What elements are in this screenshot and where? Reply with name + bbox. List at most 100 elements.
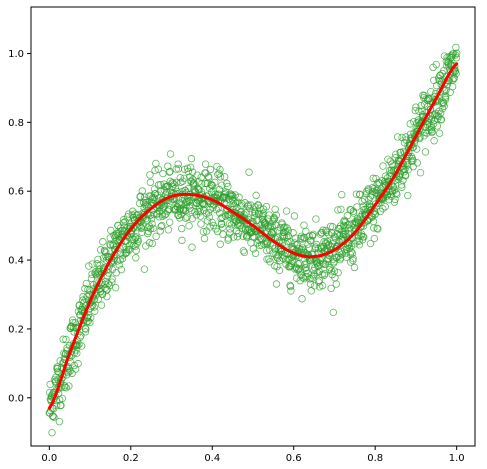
scatter-point [316,260,324,268]
x-tick-label: 0.2 [123,453,139,464]
scatter-point [91,307,99,315]
scatter-point [118,227,126,235]
scatter-point [244,201,252,209]
scatter-point [120,215,128,224]
scatter-point [373,224,381,232]
scatter-point [323,255,332,264]
scatter-point [211,178,219,187]
scatter-point [146,224,155,233]
scatter-point [49,412,57,420]
scatter-point [342,230,350,238]
x-tick-label: 0.4 [204,453,220,464]
scatter-point [369,174,377,183]
scatter-point [123,248,131,256]
scatter-point [188,214,196,223]
scatter-point [366,239,375,248]
scatter-point [374,225,382,233]
scatter-point [282,207,291,215]
y-tick-label: 1.0 [8,49,24,60]
scatter-point [344,230,352,238]
scatter-point [228,191,236,199]
scatter-point [437,115,446,124]
x-axis: 0.0 0.2 0.4 0.6 0.8 1.0 [41,446,465,464]
scatter-point [149,224,157,233]
scatter-point [117,265,126,274]
y-tick-label: 0.6 [8,187,24,198]
scatter-point [404,191,412,200]
scatter-point [432,60,440,69]
scatter-point [150,185,159,193]
scatter-point [413,145,421,153]
scatter-point [204,209,213,217]
scatter-point [442,92,450,100]
scatter-point [299,246,308,254]
scatter-point [284,227,292,235]
scatter-point [46,380,54,389]
scatter-point [358,197,366,206]
scatter-point [59,335,67,343]
scatter-point [158,221,166,230]
scatter-point [148,220,156,228]
scatter-point [351,240,359,248]
scatter-point [345,220,353,228]
scatter-point [338,190,346,199]
scatter-point [108,278,116,286]
scatter-point [387,166,396,174]
scatter-point [348,249,357,258]
scatter-point [77,342,86,350]
scatter-point [355,237,363,246]
scatter-point [103,286,111,294]
scatter-point [266,258,274,266]
scatter-point [74,359,82,368]
scatter-point [233,233,242,241]
scatter-point [352,218,360,227]
scatter-point [224,182,232,191]
scatter-point [379,204,387,213]
scatter-point [214,170,222,179]
scatter-point [166,218,174,227]
scatter-point [215,185,224,194]
scatter-point [163,207,172,215]
scatter-point [287,287,295,295]
scatter-point [50,413,58,421]
scatter-point [329,308,337,317]
scatter-point [343,211,352,220]
scatter-point [223,179,231,188]
scatter-point [264,222,273,230]
y-tick-label: 0.8 [8,118,24,129]
scatter-point [293,241,302,249]
scatter-point [229,233,238,241]
scatter-point [99,238,107,246]
scatter-point [286,281,294,290]
scatter-point [96,288,105,296]
scatter-point [220,173,229,181]
scatter-point [218,181,226,189]
scatter-point [309,230,317,238]
scatter-point [237,207,246,216]
scatter-point [286,238,294,246]
scatter-point [188,243,196,251]
scatter-point [312,240,321,249]
scatter-point [185,222,193,230]
scatter-point [452,49,461,57]
scatter-point [117,249,125,257]
y-tick-label: 0.2 [8,324,24,335]
scatter-point [146,171,154,179]
scatter-point [251,249,260,258]
scatter-point [196,200,204,208]
scatter-point [94,295,102,303]
scatter-point [173,178,181,187]
scatter-point [66,367,74,375]
scatter-point [166,150,175,158]
scatter-point [235,193,243,201]
scatter-point [238,224,246,232]
fit-line-series [47,62,459,410]
scatter-point [178,236,186,245]
scatter-point [147,215,156,223]
scatter-point [48,428,56,437]
scatter-point [55,417,64,426]
scatter-point [352,190,361,198]
scatter-point [298,295,306,303]
scatter-point [200,234,209,243]
scatter-point [350,263,359,272]
